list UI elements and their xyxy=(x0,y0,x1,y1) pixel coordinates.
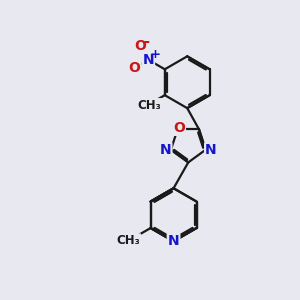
Text: +: + xyxy=(149,48,160,61)
Text: N: N xyxy=(142,53,154,67)
Text: N: N xyxy=(168,234,179,248)
Text: O: O xyxy=(134,39,146,53)
Text: -: - xyxy=(143,34,149,49)
Text: O: O xyxy=(128,61,140,75)
Text: N: N xyxy=(160,143,171,157)
Text: CH₃: CH₃ xyxy=(116,234,140,247)
Text: CH₃: CH₃ xyxy=(138,99,161,112)
Text: O: O xyxy=(173,121,185,135)
Text: N: N xyxy=(205,143,217,157)
